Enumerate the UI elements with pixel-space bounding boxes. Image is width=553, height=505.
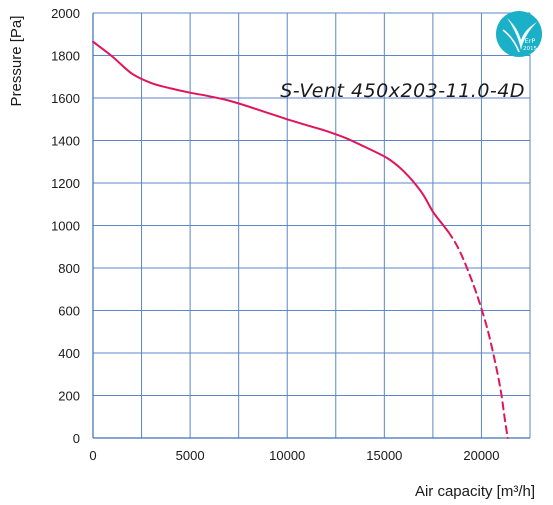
y-tick-label-5: 1000	[51, 219, 80, 234]
x-tick-label-2: 10000	[269, 448, 305, 463]
y-tick-labels: 0 200 400 600 800 1000 1200 1400 1600 1800 2000	[51, 6, 80, 446]
y-tick-label-2: 400	[58, 346, 80, 361]
plot-frame	[92, 13, 530, 439]
erp-2015-leaf-icon: ErP 2015	[496, 11, 542, 57]
performance-curves	[92, 40, 509, 439]
model-label: S-Vent 450x203-11.0-4D	[280, 80, 525, 102]
x-tick-labels: 0 5000 10000 15000 20000	[89, 448, 499, 463]
curve-performance-solid	[92, 40, 450, 233]
y-tick-label-0: 0	[73, 431, 80, 446]
y-tick-label-10: 2000	[51, 6, 80, 21]
y-tick-label-6: 1200	[51, 176, 80, 191]
y-tick-label-8: 1600	[51, 91, 80, 106]
badge-text-bottom: 2015	[523, 46, 537, 52]
curve-extrapolated-dashed	[447, 230, 509, 439]
grid	[92, 12, 531, 439]
x-tick-label-3: 15000	[366, 448, 402, 463]
x-axis-label: Air capacity [m³/h]	[415, 483, 535, 500]
y-axis-label: Pressure [Pa]	[8, 16, 25, 107]
y-tick-label-1: 200	[58, 389, 80, 404]
x-tick-label-4: 20000	[463, 448, 499, 463]
y-tick-label-4: 800	[58, 261, 80, 276]
badge-text-top: ErP	[525, 37, 536, 45]
x-tick-label-0: 0	[89, 448, 96, 463]
x-tick-label-1: 5000	[176, 448, 205, 463]
y-tick-label-3: 600	[58, 304, 80, 319]
y-tick-label-7: 1400	[51, 134, 80, 149]
y-tick-label-9: 1800	[51, 49, 80, 64]
